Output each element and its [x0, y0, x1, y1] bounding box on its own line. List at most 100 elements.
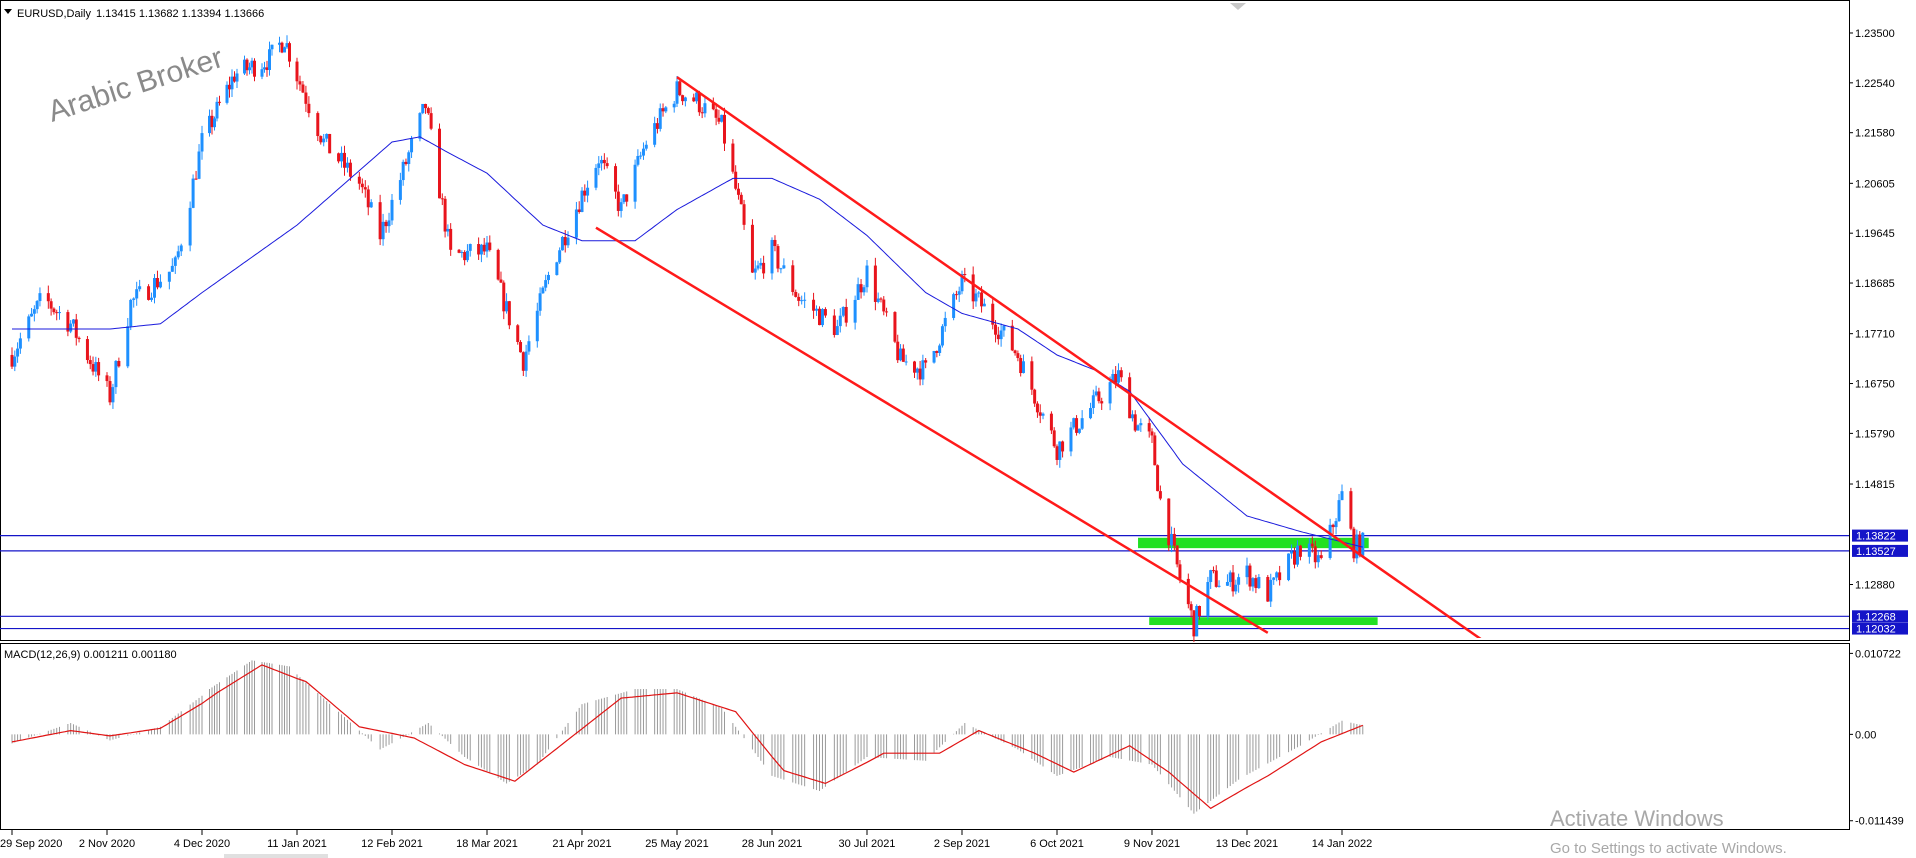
support-zone[interactable]	[1149, 617, 1378, 626]
candle-body	[1178, 564, 1182, 579]
candle-body	[507, 301, 511, 326]
candle-body	[664, 107, 668, 112]
candle-body	[558, 250, 562, 263]
candle-body	[586, 187, 590, 196]
candle-body	[974, 293, 978, 302]
candle-body	[482, 244, 486, 252]
scroll-shift-marker[interactable]	[1230, 3, 1246, 10]
candle-body	[147, 286, 151, 300]
time-tick-label: 28 Jun 2021	[742, 838, 803, 850]
candle-body	[114, 360, 118, 388]
candle-body	[776, 246, 780, 269]
candle-body	[1119, 370, 1123, 378]
support-zone[interactable]	[1138, 537, 1369, 549]
candle-body	[1251, 578, 1255, 587]
candle-body	[505, 301, 509, 312]
candle-body	[544, 280, 548, 288]
channel-trendline[interactable]	[595, 226, 1269, 634]
candle-body	[711, 103, 715, 110]
candle-body	[322, 138, 326, 143]
candle-body	[527, 341, 531, 352]
candle-body	[1153, 435, 1157, 466]
candle-body	[307, 103, 311, 114]
price-tick-label: 1.18685	[1855, 278, 1895, 290]
time-tick-label: 12 Feb 2021	[361, 838, 423, 850]
candle-body	[304, 92, 308, 104]
symbol-label: EURUSD,Daily	[17, 8, 91, 20]
candle-body	[502, 282, 506, 312]
candle-body	[960, 274, 964, 292]
candle-body	[1334, 521, 1338, 528]
candle-body	[404, 161, 408, 165]
candle-body	[117, 360, 121, 367]
candle-body	[243, 59, 246, 74]
candle-body	[1094, 391, 1098, 396]
price-tick-label: 1.16750	[1855, 379, 1895, 391]
candle-body	[167, 271, 171, 282]
candle-body	[820, 309, 824, 326]
candle-body	[1266, 576, 1270, 602]
candle-body	[1349, 491, 1353, 529]
candle-body	[328, 133, 332, 154]
candle-body	[440, 198, 444, 200]
candle-body	[963, 274, 967, 276]
candle-body	[443, 198, 447, 232]
candle-body	[935, 350, 939, 353]
candle-body	[815, 308, 819, 311]
candle-body	[1035, 403, 1039, 413]
candle-body	[176, 251, 180, 258]
candle-body	[614, 166, 618, 192]
candle-body	[407, 152, 411, 165]
candle-body	[546, 274, 550, 281]
candle-body	[832, 315, 836, 335]
candle-body	[468, 244, 472, 251]
candle-body	[1290, 551, 1294, 554]
candle-body	[449, 228, 453, 250]
candle-body	[132, 298, 136, 300]
candle-body	[600, 159, 604, 164]
candle-body	[770, 239, 774, 274]
candle-body	[594, 167, 598, 188]
candle-body	[387, 220, 391, 227]
candle-body	[108, 381, 112, 403]
candle-body	[1225, 581, 1229, 586]
candle-body	[535, 310, 539, 342]
candle-body	[636, 156, 640, 165]
candle-body	[94, 362, 98, 372]
candle-body	[1021, 361, 1025, 374]
candle-body	[69, 323, 73, 332]
candle-body	[1091, 395, 1095, 409]
candle-body	[1352, 528, 1356, 559]
candle-body	[153, 278, 156, 298]
candle-body	[325, 133, 329, 139]
channel-trendline[interactable]	[676, 76, 1520, 666]
candle-body	[1167, 498, 1171, 546]
candle-body	[996, 334, 1000, 340]
candle-body	[265, 67, 269, 70]
candle-body	[672, 103, 676, 108]
candle-body	[717, 117, 721, 122]
candle-body	[882, 299, 886, 312]
candle-body	[714, 109, 718, 118]
time-tick-label: 14 Jan 2022	[1312, 838, 1373, 850]
candle-body	[429, 113, 433, 129]
candle-body	[77, 337, 81, 340]
candle-body	[838, 315, 842, 327]
candle-body	[519, 341, 523, 353]
candle-body	[1337, 500, 1341, 522]
candle-body	[873, 265, 877, 302]
price-tick-label: 1.21580	[1855, 128, 1895, 140]
macd-signal-layer	[11, 664, 1364, 810]
candle-body	[977, 292, 981, 294]
dropdown-icon[interactable]	[4, 9, 12, 14]
candle-body	[524, 351, 528, 371]
candle-body	[844, 306, 848, 323]
horizontal-scrollbar[interactable]	[224, 854, 328, 858]
candle-body	[410, 138, 414, 153]
candle-body	[913, 361, 916, 373]
candle-body	[893, 312, 897, 342]
candle-body	[210, 115, 214, 128]
time-axis: 29 Sep 2020 2 Nov 2020 4 Dec 2020 11 Jan 20…	[0, 830, 1372, 850]
level-price-label: 1.12268	[1856, 611, 1896, 623]
